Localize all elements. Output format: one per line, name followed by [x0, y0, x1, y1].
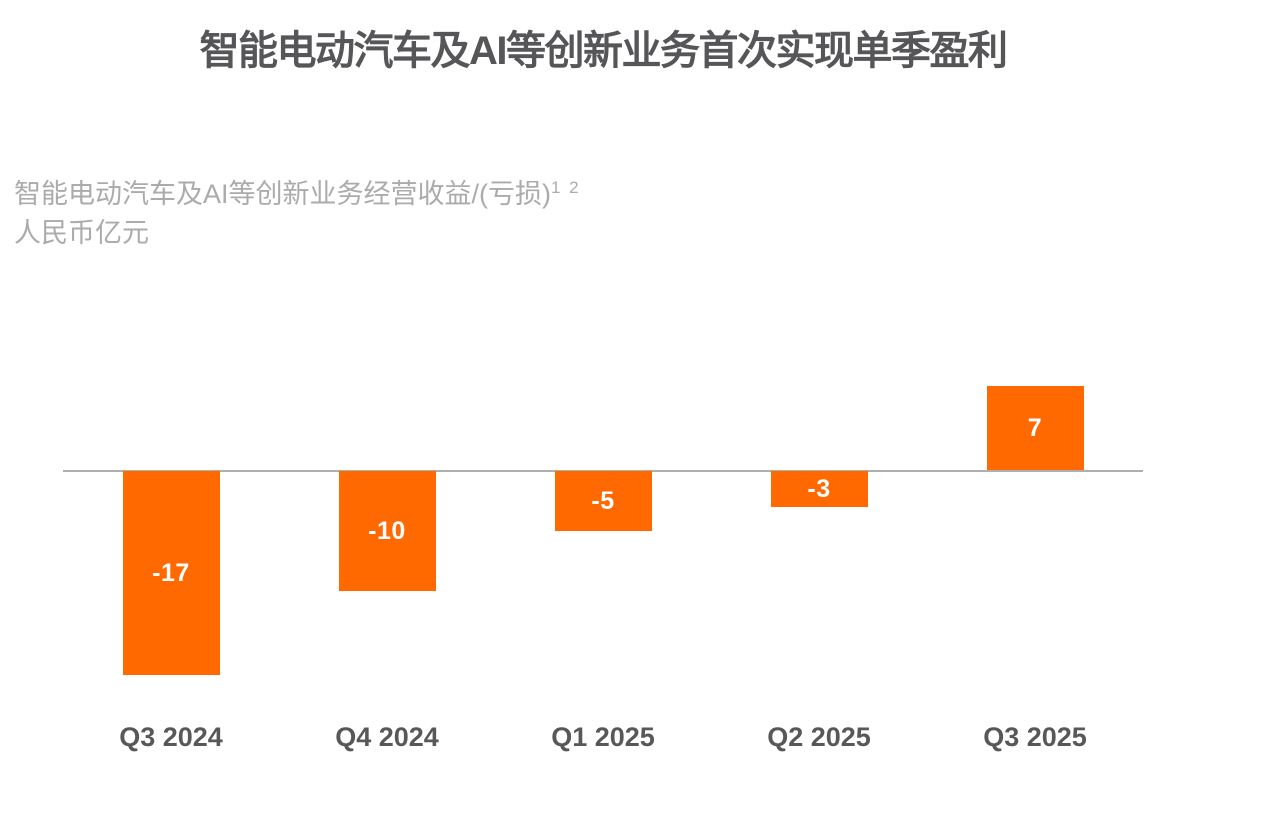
bar-value-label: 7 [1027, 413, 1043, 442]
subtitle-unit-label: 人民币亿元 [14, 218, 149, 248]
subtitle-line1: 智能电动汽车及AI等创新业务经营收益/(亏损)1 2 [14, 175, 581, 214]
x-axis-label-q1-2025: Q1 2025 [551, 722, 655, 752]
x-axis-label-q2-2025: Q2 2025 [767, 722, 871, 752]
subtitle-metric-label: 智能电动汽车及AI等创新业务经营收益/(亏损) [14, 179, 551, 209]
x-axis-label-q3-2025: Q3 2025 [983, 722, 1087, 752]
bar-q2-2025: -3 [770, 471, 868, 507]
bar-value-label: -5 [591, 486, 615, 515]
chart-subtitle: 智能电动汽车及AI等创新业务经营收益/(亏损)1 2 人民币亿元 [14, 175, 581, 253]
bar-q4-2024: -10 [338, 471, 436, 591]
x-axis-label-q4-2024: Q4 2024 [335, 722, 439, 752]
bar-q1-2025: -5 [554, 471, 652, 531]
footnote-markers: 1 2 [551, 178, 581, 197]
bar-value-label: -10 [368, 516, 406, 545]
bar-value-label: -17 [152, 558, 190, 587]
bar-q3-2024: -17 [122, 471, 220, 675]
bar-value-label: -3 [807, 474, 831, 503]
x-axis-label-q3-2024: Q3 2024 [119, 722, 223, 752]
bar-q3-2025: 7 [986, 386, 1084, 470]
chart-title: 智能电动汽车及AI等创新业务首次实现单季盈利 [199, 29, 1009, 73]
